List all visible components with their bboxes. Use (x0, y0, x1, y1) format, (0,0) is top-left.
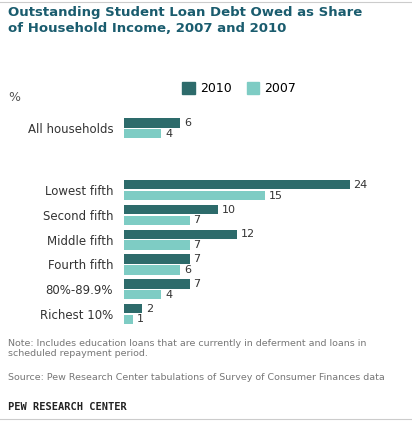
Text: Note: Includes education loans that are currently in deferment and loans in
sche: Note: Includes education loans that are … (8, 339, 367, 358)
Text: 6: 6 (184, 265, 191, 275)
Bar (124, 216, 190, 225)
Text: 7: 7 (193, 254, 200, 264)
Bar (124, 254, 190, 264)
Bar (124, 304, 143, 313)
Bar (124, 279, 190, 288)
Text: 4: 4 (165, 290, 172, 300)
Bar (124, 180, 350, 189)
Text: 15: 15 (269, 191, 283, 201)
Text: 12: 12 (240, 229, 255, 239)
Bar (124, 229, 236, 239)
Legend: 2010, 2007: 2010, 2007 (177, 77, 301, 100)
Text: 7: 7 (193, 279, 200, 289)
Text: 10: 10 (222, 205, 236, 215)
Text: 7: 7 (193, 216, 200, 225)
Text: %: % (8, 91, 20, 104)
Text: Outstanding Student Loan Debt Owed as Share
of Household Income, 2007 and 2010: Outstanding Student Loan Debt Owed as Sh… (8, 6, 363, 35)
Text: 7: 7 (193, 240, 200, 250)
Bar (124, 129, 161, 139)
Bar (124, 118, 180, 128)
Text: 4: 4 (165, 129, 172, 139)
Text: 1: 1 (137, 314, 144, 325)
Bar (124, 265, 180, 274)
Text: 24: 24 (353, 180, 368, 190)
Text: Source: Pew Research Center tabulations of Survey of Consumer Finances data: Source: Pew Research Center tabulations … (8, 373, 385, 381)
Text: PEW RESEARCH CENTER: PEW RESEARCH CENTER (8, 402, 127, 412)
Bar (124, 205, 218, 214)
Bar (124, 290, 161, 299)
Bar (124, 240, 190, 250)
Bar (124, 191, 265, 200)
Bar (124, 315, 133, 324)
Text: 6: 6 (184, 118, 191, 128)
Text: 2: 2 (146, 304, 153, 314)
